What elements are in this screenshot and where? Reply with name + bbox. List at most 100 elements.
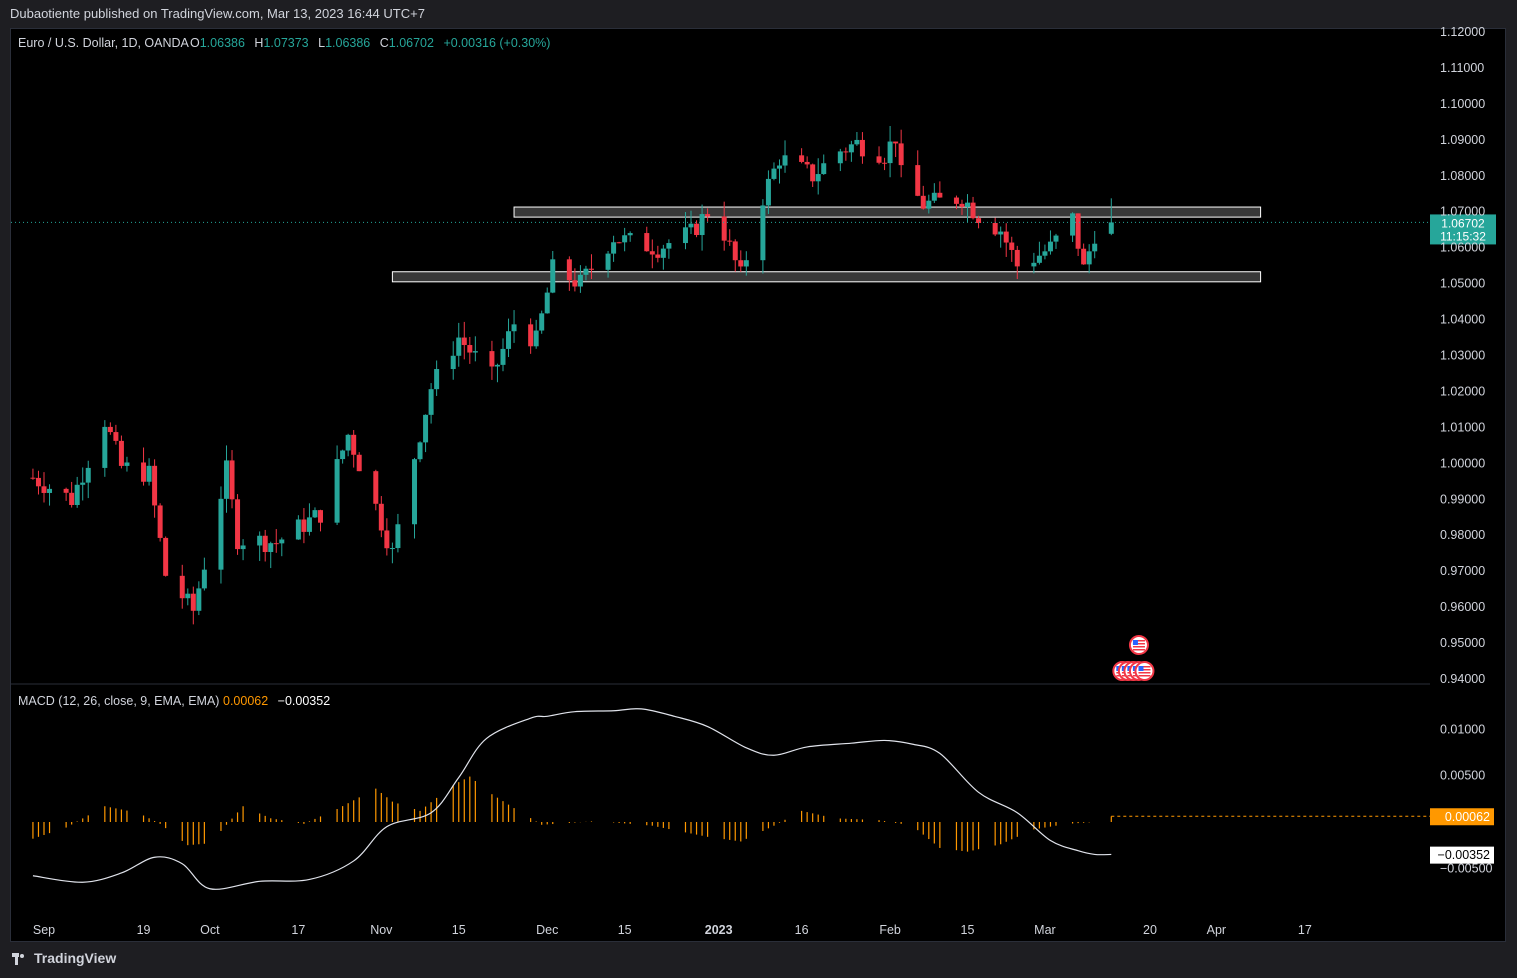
candle-body [528,324,534,347]
legend-change: +0.00316 (+0.30%) [443,36,550,50]
candle [279,537,285,557]
candle [152,459,158,518]
candle [389,542,395,564]
candle [528,318,534,354]
legend-high: 1.07373 [263,36,308,50]
candle-body [378,503,384,531]
candle [423,414,429,453]
candle-body [577,274,583,287]
candle-body [810,164,816,182]
legend-low: 1.06386 [325,36,370,50]
candle-body [163,537,169,576]
candle-body [334,459,340,523]
candle-body [456,337,462,356]
candle-body [765,178,771,206]
candle [384,518,390,556]
macd-value-label-box [1430,846,1494,864]
candle-body [815,174,821,182]
chart-frame [10,28,1506,942]
candle-body [771,168,777,179]
time-axis-tick: Apr [1207,923,1226,937]
candle [765,170,771,214]
candle-body [1092,243,1098,252]
candle-body [627,233,633,236]
candle-body [1047,241,1053,252]
event-flag-icon [1134,661,1155,681]
candle-body [384,530,390,549]
candle [533,319,539,349]
candle [80,467,86,501]
candle [976,215,982,229]
candle-body [876,156,882,163]
candle [1053,233,1059,249]
candle-body [1086,251,1092,265]
candle-body [489,351,495,367]
macd-value-label: −0.00352 [1438,848,1491,862]
candle-body [318,510,323,523]
candle-body [118,440,124,466]
candle [539,310,545,334]
candle [30,468,36,480]
price-axis-tick: 0.96000 [1440,600,1485,614]
candle-body [616,242,622,244]
candle [915,150,921,197]
candle-body [345,434,351,451]
candle [268,541,274,569]
price-axis-tick: 1.08000 [1440,169,1485,183]
time-axis-tick: 19 [137,923,151,937]
price-legend-values: O1.06386 H1.07373 L1.06386 C1.06702 +0.0… [190,36,550,50]
candle-body [539,313,545,331]
candle-body [85,467,91,483]
candle-body [185,593,191,599]
candle [157,503,163,542]
macd-axis-tick: 0.00500 [1440,769,1485,783]
candle [998,226,1004,248]
candle [428,383,434,424]
time-axis-tick: Oct [200,923,220,937]
time-axis-tick: 17 [1298,923,1312,937]
candle [882,157,888,171]
candle [235,494,241,555]
publisher-caption: Dubaotiente published on TradingView.com… [10,6,425,21]
candle [727,229,733,246]
legend-open: 1.06386 [200,36,245,50]
candle-body [898,143,904,166]
candle [694,220,700,238]
candle [1031,252,1037,274]
candle [334,445,340,526]
candle-body [395,524,401,549]
candle [229,450,235,509]
flag-stripe [1138,666,1151,668]
candle [190,586,196,625]
candle [179,564,185,609]
time-axis-tick: 17 [291,923,305,937]
candle [1047,230,1053,255]
candle-body [743,260,749,267]
candle [506,318,512,358]
candle-body [30,477,36,479]
flag-stripe [1132,643,1145,645]
price-legend-symbol: Euro / U.S. Dollar, 1D, OANDA [18,36,190,50]
candle [345,433,351,457]
candle-body [47,488,53,493]
footer-brand[interactable]: TradingView [12,950,116,966]
candle-body [721,216,727,241]
candle-body [1036,255,1042,263]
candle [489,340,495,380]
candle [113,424,119,445]
candle [887,126,893,178]
candle-body [1108,222,1114,234]
candle [953,195,959,210]
candle-body [1053,235,1059,242]
candle-body [727,240,733,242]
candle [218,486,224,584]
candle-body [141,462,147,482]
candle-body [41,486,47,493]
candle [102,420,108,477]
candle-body [146,465,152,482]
candle [577,265,583,293]
candle [721,201,727,251]
candle [583,265,589,281]
candle-body [235,499,241,550]
